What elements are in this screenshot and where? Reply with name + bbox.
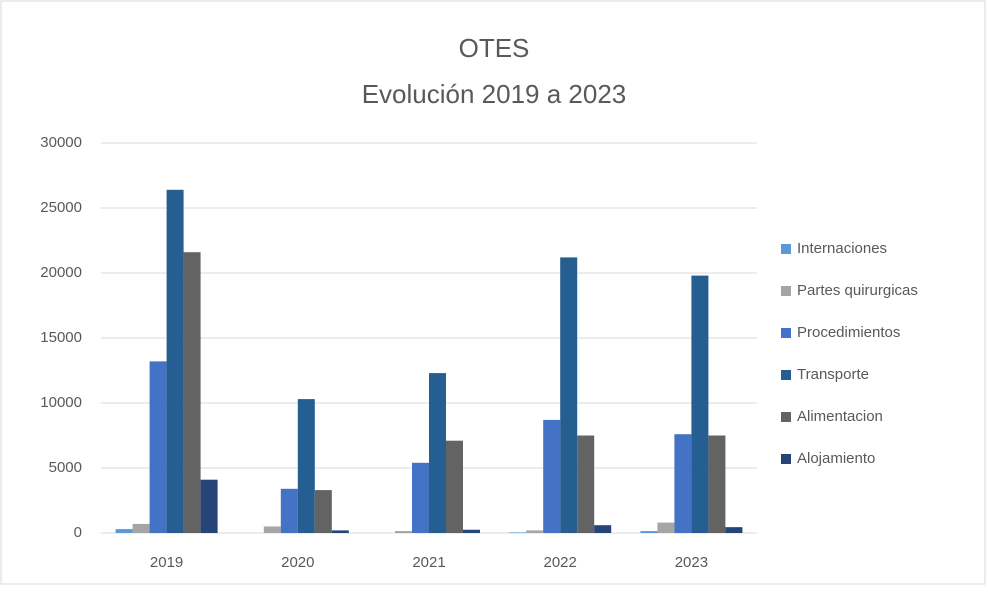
x-tick-label: 2020: [281, 554, 314, 571]
bar: [263, 526, 281, 533]
y-tick-label: 0: [74, 524, 82, 541]
bar: [166, 189, 184, 534]
bar: [280, 488, 298, 533]
x-tick-label: 2021: [412, 554, 445, 571]
bar: [674, 434, 692, 533]
bar: [543, 419, 561, 533]
legend-label: Transporte: [797, 366, 869, 383]
bar: [725, 527, 743, 533]
x-tick-label: 2019: [150, 554, 183, 571]
y-tick-label: 5000: [49, 459, 82, 476]
bar: [314, 490, 332, 533]
x-tick-label: 2022: [544, 554, 577, 571]
legend-swatch: [781, 370, 791, 380]
legend-swatch: [781, 286, 791, 296]
legend-swatch: [781, 328, 791, 338]
legend-label: Partes quirurgicas: [797, 282, 918, 299]
y-tick-label: 10000: [40, 394, 82, 411]
bar: [200, 479, 218, 533]
bar: [577, 435, 595, 533]
y-tick-label: 25000: [40, 199, 82, 216]
bar: [594, 525, 612, 533]
bar: [395, 531, 412, 533]
chart-title: OTES: [459, 33, 530, 63]
legend-swatch: [781, 454, 791, 464]
bar: [297, 399, 315, 533]
bar: [708, 435, 726, 533]
chart-subtitle: Evolución 2019 a 2023: [362, 79, 627, 109]
legend-swatch: [781, 244, 791, 254]
bar: [183, 252, 201, 533]
x-tick-label: 2023: [675, 554, 708, 571]
legend-label: Internaciones: [797, 240, 887, 257]
legend-label: Procedimientos: [797, 324, 900, 341]
bar: [560, 257, 578, 533]
legend-label: Alimentacion: [797, 408, 883, 425]
bar: [331, 530, 349, 533]
y-tick-label: 15000: [40, 329, 82, 346]
legend-swatch: [781, 412, 791, 422]
bar: [132, 523, 150, 533]
bar: [640, 531, 658, 533]
bar: [691, 275, 709, 533]
legend-label: Alojamiento: [797, 450, 875, 467]
bar: [115, 529, 133, 533]
bar: [509, 532, 527, 533]
bar: [657, 522, 675, 533]
bar: [526, 530, 544, 533]
bar: [149, 361, 167, 533]
y-tick-label: 30000: [40, 134, 82, 151]
bar: [463, 529, 480, 533]
y-tick-label: 20000: [40, 264, 82, 281]
bar: [446, 440, 463, 533]
bar: [412, 462, 429, 533]
bar: [429, 373, 446, 533]
